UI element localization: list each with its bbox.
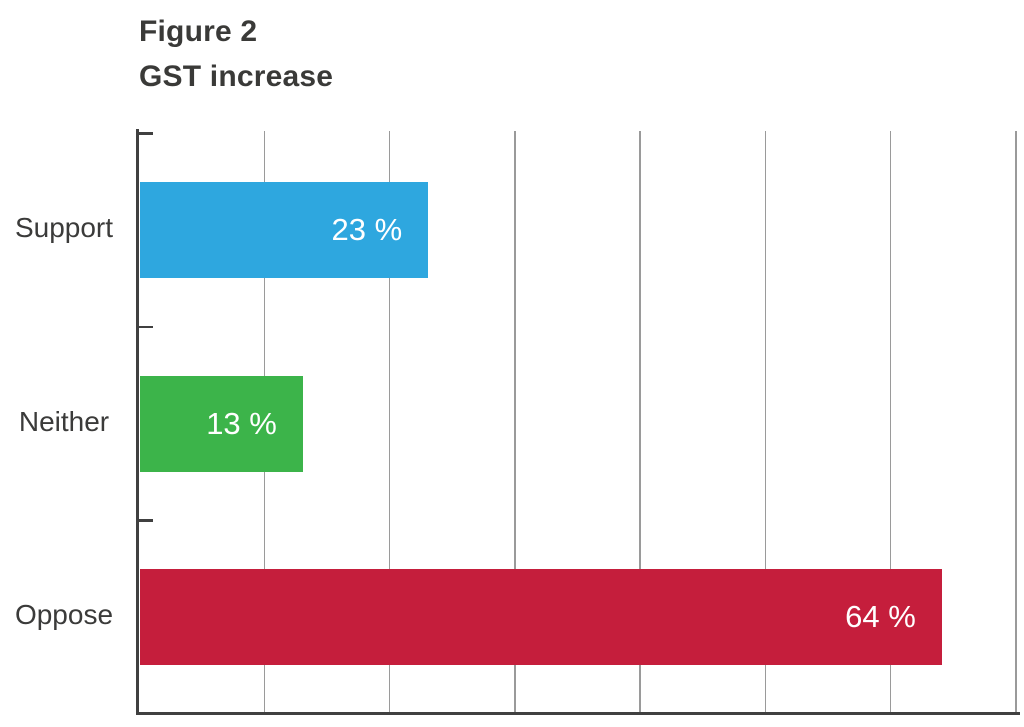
bar-value-label: 64 % [845,599,916,635]
category-label-oppose: Oppose [14,599,114,631]
bar-value-label: 13 % [206,405,277,441]
gridline [388,131,391,712]
gridline [1015,131,1017,712]
y-axis-tick [139,519,153,522]
category-label-neither: Neither [18,405,110,437]
plot-area: 23 % 13 % 64 % [139,131,1017,712]
chart-title: GST increase [139,60,334,93]
category-label-support: Support [14,211,114,243]
bar-value-label: 23 % [331,211,403,247]
gridline [889,131,892,712]
gridline [639,131,641,712]
bar-oppose: 64 % [140,569,942,666]
gridline [514,131,516,712]
y-axis-tick [139,132,153,135]
y-axis [136,129,139,715]
bar-neither: 13 % [140,375,303,472]
x-axis [136,712,1020,715]
figure-number: Figure 2 [139,15,258,48]
title-block: Figure 2 GST increase [139,9,333,99]
bar-support: 23 % [140,181,429,278]
y-axis-tick [139,325,153,329]
gridline [764,131,767,712]
